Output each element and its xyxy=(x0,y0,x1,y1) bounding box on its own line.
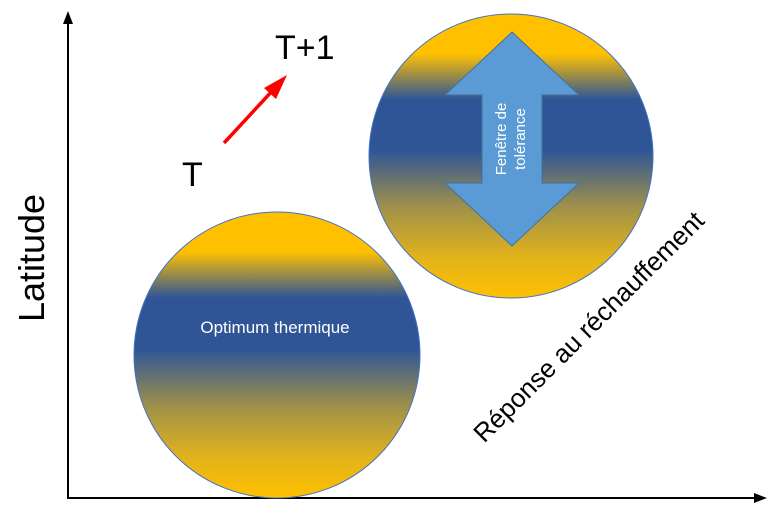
lower-circle-label: Optimum thermique xyxy=(200,318,349,337)
x-axis-arrowhead xyxy=(754,493,767,503)
time-end-label: T+1 xyxy=(275,29,335,67)
tolerance-double-arrow xyxy=(443,31,581,247)
tolerance-label-line1: Fenêtre de xyxy=(493,103,510,176)
y-axis-label: Latitude xyxy=(11,194,52,322)
time-shift-arrow-shaft xyxy=(222,87,276,145)
tolerance-label-line2: tolérance xyxy=(512,108,529,170)
y-axis-arrowhead xyxy=(63,11,73,24)
time-shift-arrow-head xyxy=(264,75,287,99)
time-start-label: T xyxy=(182,156,203,194)
lower-circle xyxy=(133,211,421,499)
